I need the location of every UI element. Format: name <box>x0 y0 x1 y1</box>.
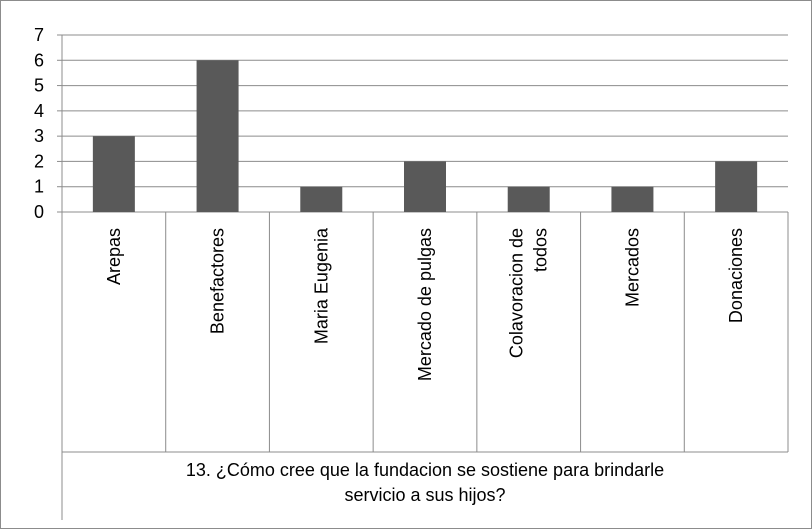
x-tick-label-line: Benefactores <box>208 228 228 334</box>
x-axis-title: 13. ¿Cómo cree que la fundacion se sosti… <box>186 460 664 505</box>
x-tick-label: Mercado de pulgas <box>415 228 435 381</box>
x-tick-label-line: Donaciones <box>726 228 746 323</box>
bar <box>715 161 758 212</box>
y-tick-label: 5 <box>34 76 44 96</box>
y-tick-label: 3 <box>34 126 44 146</box>
y-tick-label: 6 <box>34 50 44 70</box>
y-tick-label: 7 <box>34 25 44 45</box>
y-tick-label: 2 <box>34 151 44 171</box>
x-tick-label: Mercados <box>622 228 642 307</box>
x-tick-label-line: Maria Eugenia <box>311 227 331 344</box>
bar <box>507 186 550 212</box>
x-tick-label: Benefactores <box>208 228 228 334</box>
bar <box>300 186 343 212</box>
x-axis-title-line: servicio a sus hijos? <box>344 485 505 505</box>
bar <box>196 60 239 213</box>
x-tick-label-line: Mercados <box>622 228 642 307</box>
bar <box>611 186 654 212</box>
x-tick-label-line: Colavoracion de <box>507 228 527 358</box>
x-tick-label-line: Mercado de pulgas <box>415 228 435 381</box>
x-axis-title-line: 13. ¿Cómo cree que la fundacion se sosti… <box>186 460 664 480</box>
y-tick-label: 1 <box>34 177 44 197</box>
y-tick-label: 4 <box>34 101 44 121</box>
bar <box>404 161 446 212</box>
x-tick-label: Maria Eugenia <box>311 227 331 344</box>
x-tick-label-line: Arepas <box>104 228 124 285</box>
bar <box>92 136 135 212</box>
x-tick-label-line: todos <box>531 228 551 272</box>
y-tick-label: 0 <box>34 202 44 222</box>
x-tick-label: Arepas <box>104 228 124 285</box>
x-tick-label: Colavoracion de todos <box>507 228 551 358</box>
x-tick-label: Donaciones <box>726 228 746 323</box>
